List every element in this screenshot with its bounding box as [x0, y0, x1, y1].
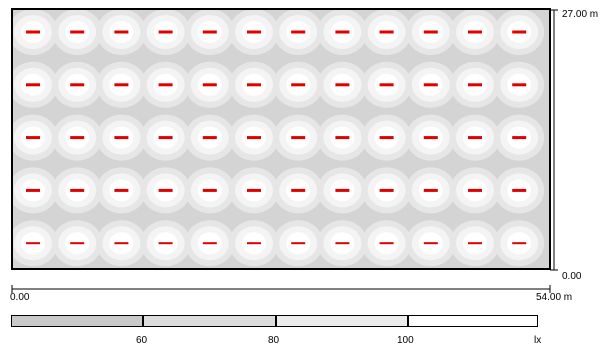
- isolux-center-layer: [21, 21, 532, 255]
- luminaire: [70, 83, 85, 87]
- luminaire: [26, 136, 40, 140]
- luminaire: [247, 83, 261, 87]
- luminaire: [423, 30, 438, 34]
- luminaire: [423, 188, 438, 192]
- luminaire: [114, 136, 129, 140]
- luminaire: [468, 188, 482, 192]
- luminaire: [114, 30, 129, 34]
- illuminance-scale-bar: [11, 315, 538, 327]
- luminaire: [512, 188, 527, 192]
- luminaire: [468, 136, 482, 140]
- luminaire: [70, 30, 85, 34]
- luminaire: [70, 136, 85, 140]
- luminaire: [247, 242, 261, 245]
- luminaire: [114, 188, 129, 192]
- luminaire: [379, 136, 394, 140]
- luminaire: [114, 242, 129, 245]
- luminaire: [247, 188, 261, 192]
- luminaire: [291, 136, 306, 140]
- width-label: 54.00 m: [536, 292, 573, 303]
- luminaire: [114, 83, 129, 87]
- luminaire: [335, 188, 350, 192]
- luminaire: [26, 83, 40, 87]
- luminaire: [335, 30, 350, 34]
- luminaire: [379, 188, 394, 192]
- floor-plan: [11, 8, 551, 270]
- luminaire: [512, 30, 527, 34]
- luminaire: [202, 30, 217, 34]
- luminaire: [158, 30, 173, 34]
- scale-band-1: [12, 316, 144, 326]
- scale-band-3: [277, 316, 409, 326]
- luminaire-layer: [26, 30, 527, 245]
- luminaire: [247, 30, 261, 34]
- luminaire: [335, 136, 350, 140]
- luminaire: [291, 30, 306, 34]
- luminaire: [512, 83, 527, 87]
- scale-tick-80: 80: [268, 335, 280, 346]
- luminaire: [26, 30, 40, 34]
- height-label: 27.00 m: [562, 9, 599, 20]
- origin-label: 0.00: [10, 292, 30, 303]
- luminaire: [291, 188, 306, 192]
- bottom-right-zero-label: 0.00: [562, 271, 582, 282]
- luminaire: [379, 83, 394, 87]
- horizontal-dimension-line: [11, 285, 551, 293]
- scale-tick-100: 100: [397, 335, 414, 346]
- scale-band-4: [409, 316, 537, 326]
- luminaire: [335, 242, 350, 245]
- scale-unit: lx: [534, 335, 542, 346]
- luminaire: [202, 136, 217, 140]
- luminaire: [158, 242, 173, 245]
- luminaire: [70, 188, 85, 192]
- luminaire: [468, 242, 482, 245]
- isolux-grid: [13, 10, 545, 267]
- luminaire: [512, 136, 527, 140]
- luminaire: [468, 30, 482, 34]
- luminaire: [423, 242, 438, 245]
- luminaire: [423, 83, 438, 87]
- scale-tick-60: 60: [136, 335, 148, 346]
- scale-band-2: [144, 316, 277, 326]
- luminaire: [202, 188, 217, 192]
- luminaire: [291, 83, 306, 87]
- luminaire: [291, 242, 306, 245]
- luminaire: [70, 242, 85, 245]
- luminaire: [158, 136, 173, 140]
- luminaire: [379, 242, 394, 245]
- luminaire: [468, 83, 482, 87]
- luminaire: [26, 188, 40, 192]
- luminaire: [158, 188, 173, 192]
- vertical-dimension-line: [550, 9, 558, 271]
- luminaire: [379, 30, 394, 34]
- luminaire: [202, 242, 217, 245]
- luminaire: [26, 242, 40, 245]
- luminaire: [247, 136, 261, 140]
- luminaire: [202, 83, 217, 87]
- luminaire: [158, 83, 173, 87]
- luminaire: [512, 242, 527, 245]
- luminaire: [335, 83, 350, 87]
- luminaire: [423, 136, 438, 140]
